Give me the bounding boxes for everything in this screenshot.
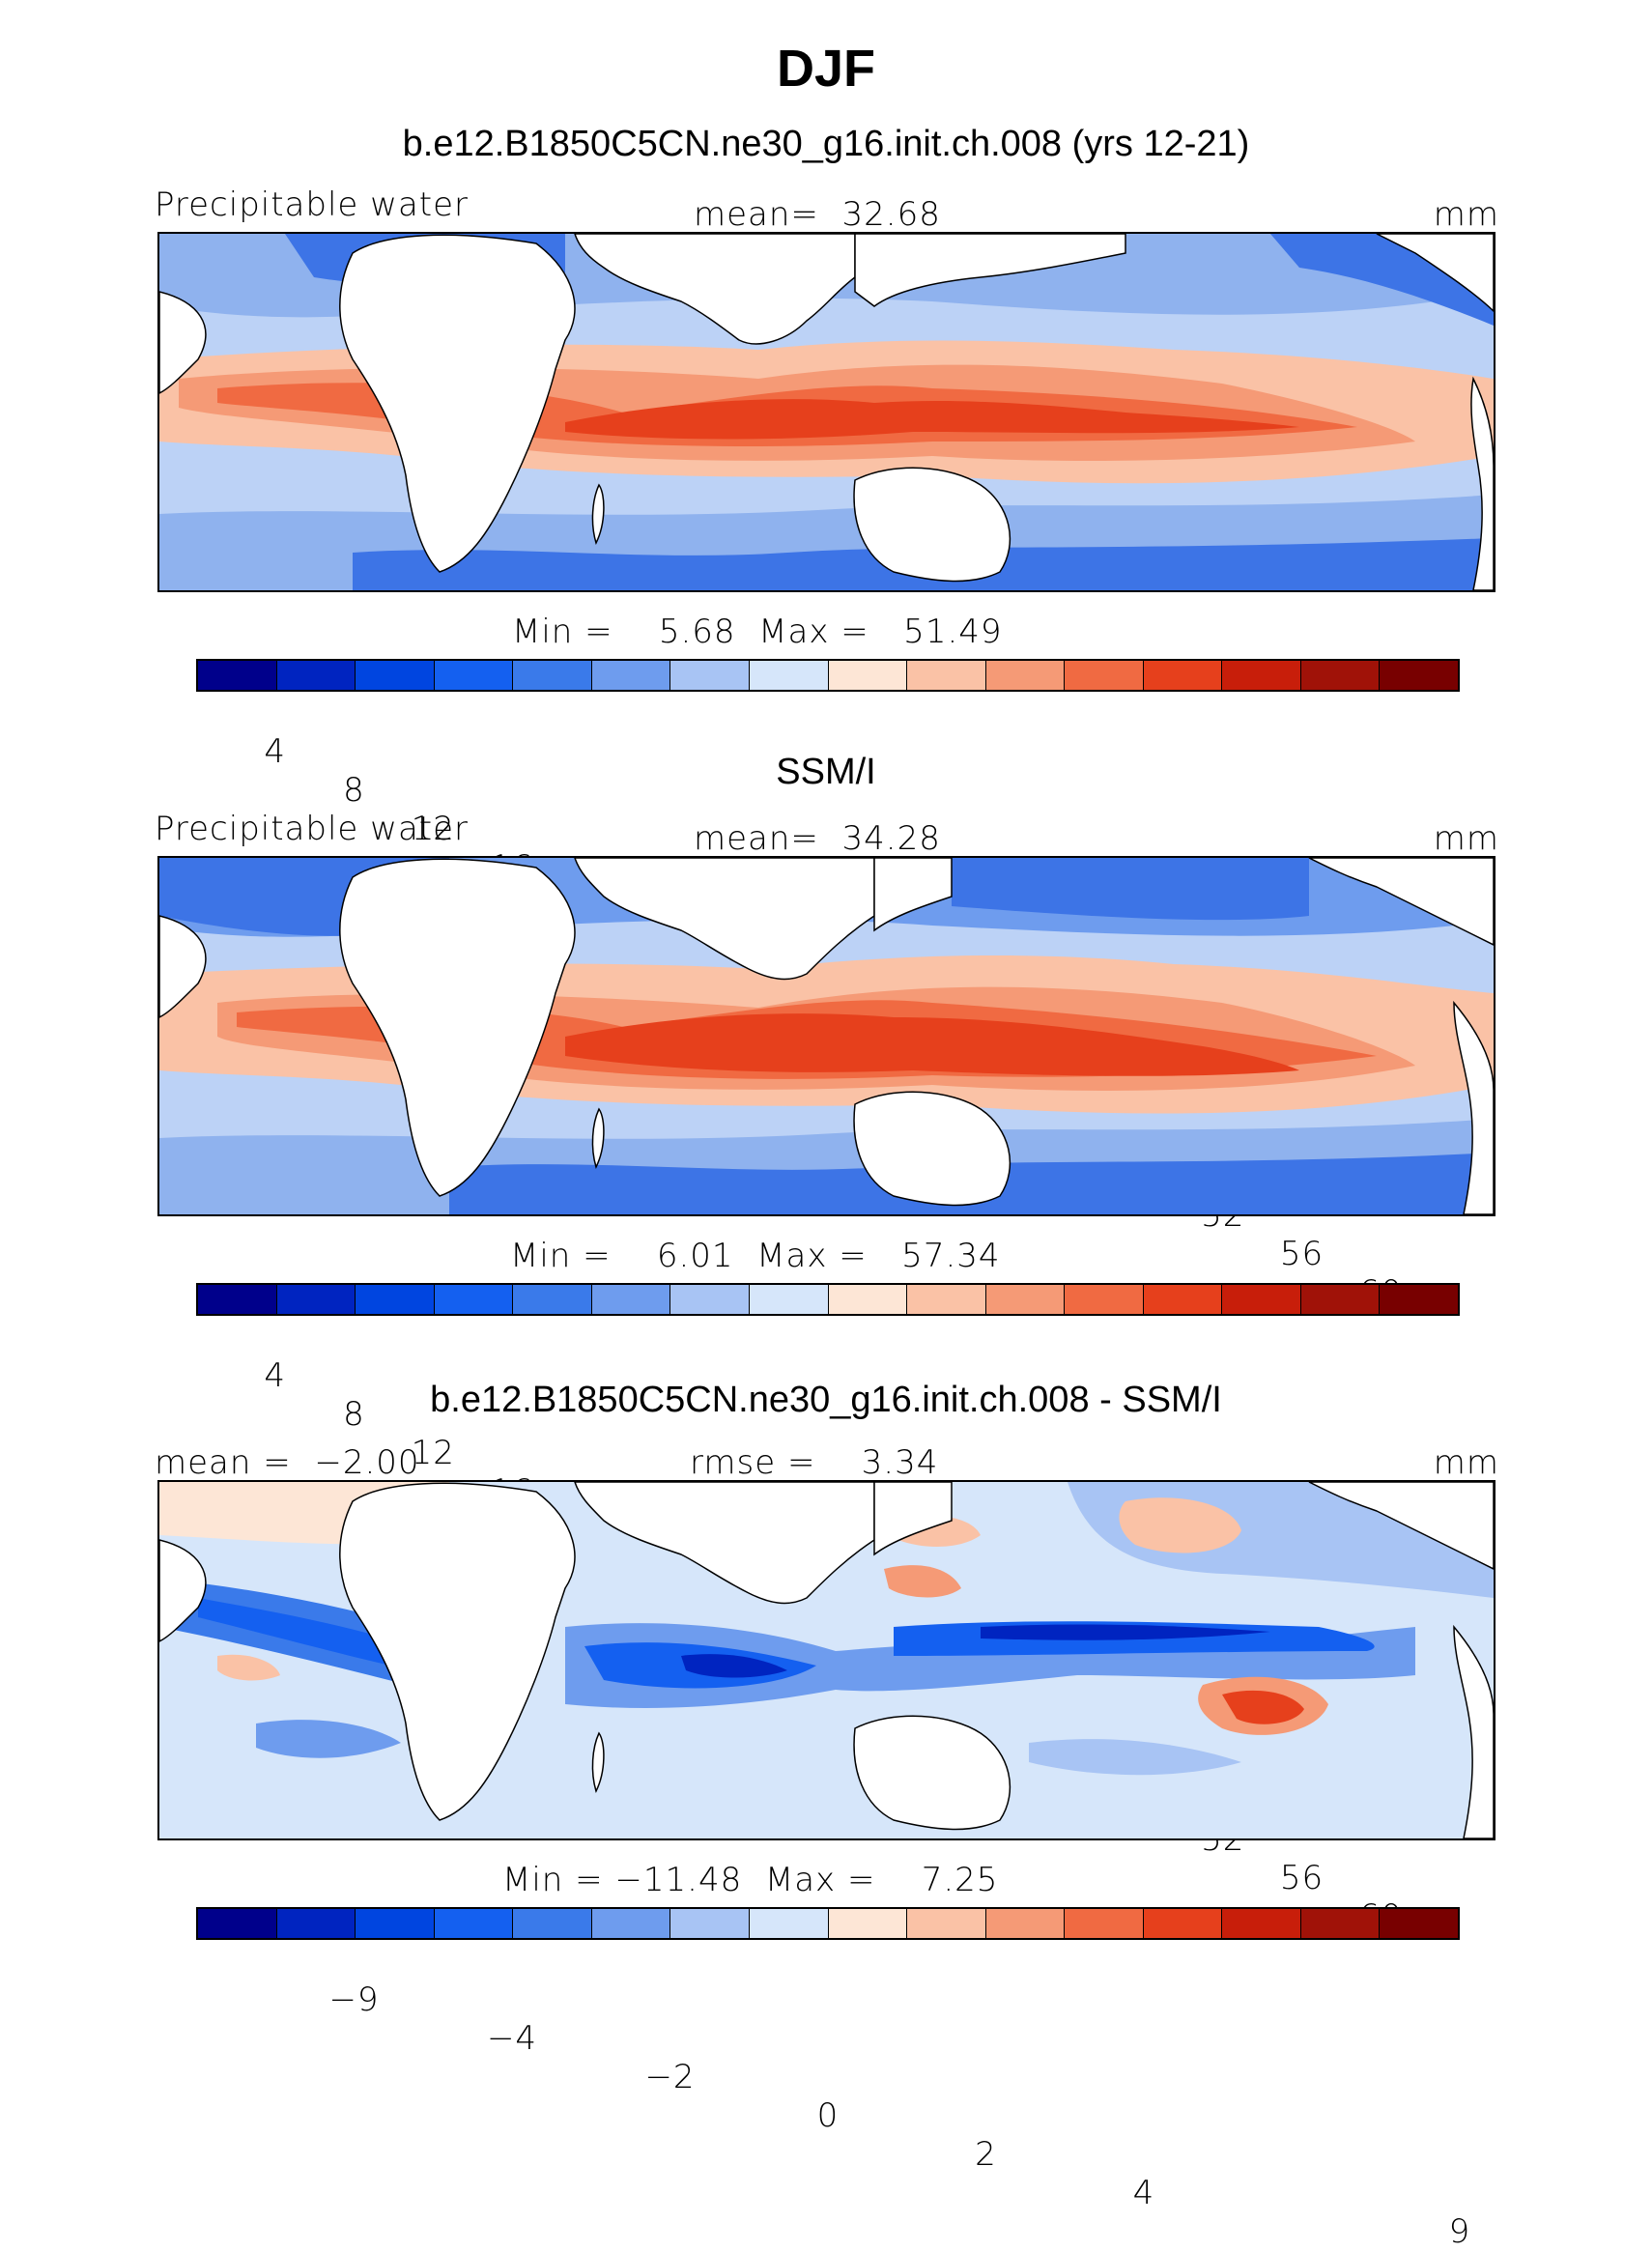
panel-3-title: b.e12.B1850C5CN.ne30_g16.init.ch.008 - S… xyxy=(430,1380,1222,1420)
colorbar-swatch xyxy=(1222,1909,1301,1938)
colorbar-swatch xyxy=(1380,1909,1458,1938)
panel-3-minmax: Min = −11.48 Max = 7.25 xyxy=(502,1861,999,1899)
colorbar-swatch xyxy=(356,661,435,690)
colorbar-swatch xyxy=(1222,661,1301,690)
colorbar-swatch xyxy=(1143,1285,1223,1314)
tick-label: 56 xyxy=(1279,1859,1324,1897)
colorbar-swatch xyxy=(591,1285,671,1314)
colorbar-swatch xyxy=(1300,1285,1381,1314)
panel-1-mean-label: mean= 32.68 xyxy=(694,195,941,234)
colorbar-swatch xyxy=(670,661,750,690)
colorbar-swatch xyxy=(1380,1285,1458,1314)
tick-label: −9 xyxy=(328,1980,380,2019)
panel-2-variable-label: Precipitable water xyxy=(155,810,470,848)
figure-title: DJF xyxy=(776,40,875,98)
panel-3-colorbar-ticks: −9 −4 −2 0 2 4 9 xyxy=(196,1942,1469,2251)
tick-label: 9 xyxy=(1448,2212,1471,2251)
colorbar-swatch xyxy=(828,1909,908,1938)
colorbar-swatch xyxy=(907,1909,986,1938)
colorbar-swatch xyxy=(276,1909,356,1938)
tick-label: 56 xyxy=(1279,1235,1324,1273)
colorbar-swatch xyxy=(907,661,986,690)
colorbar-swatch xyxy=(985,1909,1066,1938)
panel-2-units-label: mm xyxy=(1433,819,1499,858)
colorbar-swatch xyxy=(198,1909,277,1938)
colorbar-swatch xyxy=(276,1285,356,1314)
colorbar-swatch xyxy=(591,1909,671,1938)
colorbar-swatch xyxy=(1143,1909,1223,1938)
colorbar-swatch xyxy=(513,661,592,690)
panel-1-title: b.e12.B1850C5CN.ne30_g16.init.ch.008 (yr… xyxy=(402,124,1250,164)
panel-2-colorbar xyxy=(196,1283,1460,1316)
colorbar-swatch xyxy=(1065,1909,1144,1938)
colorbar-swatch xyxy=(1065,661,1144,690)
panel-2-colorbar-ticks: 4 8 12 16 20 24 28 32 36 40 44 48 52 56 … xyxy=(196,1318,1460,1936)
tick-label: 12 xyxy=(411,810,455,848)
panel-2-map xyxy=(157,856,1495,1216)
colorbar-swatch xyxy=(513,1909,592,1938)
panel-3-units-label: mm xyxy=(1433,1443,1499,1482)
colorbar-swatch xyxy=(1065,1285,1144,1314)
colorbar-swatch xyxy=(356,1909,435,1938)
colorbar-swatch xyxy=(198,661,277,690)
colorbar-swatch xyxy=(1300,1909,1381,1938)
panel-1-units-label: mm xyxy=(1433,195,1499,234)
colorbar-swatch xyxy=(670,1909,750,1938)
colorbar-swatch xyxy=(591,661,671,690)
colorbar-swatch xyxy=(513,1285,592,1314)
colorbar-swatch xyxy=(356,1285,435,1314)
colorbar-swatch xyxy=(749,1909,829,1938)
tick-label: −2 xyxy=(644,2058,696,2096)
panel-3-rmse-label: rmse = 3.34 xyxy=(690,1443,939,1482)
panel-2-minmax: Min = 6.01 Max = 57.34 xyxy=(510,1237,1001,1275)
panel-1-minmax: Min = 5.68 Max = 51.49 xyxy=(512,613,1003,651)
tick-label: 8 xyxy=(343,771,365,810)
colorbar-swatch xyxy=(1300,661,1381,690)
colorbar-swatch xyxy=(434,661,514,690)
colorbar-swatch xyxy=(985,661,1066,690)
tick-label: 8 xyxy=(343,1395,365,1434)
colorbar-swatch xyxy=(198,1285,277,1314)
tick-label: 4 xyxy=(264,732,287,771)
colorbar-swatch xyxy=(670,1285,750,1314)
panel-2-title: SSM/I xyxy=(776,752,876,792)
panel-1-colorbar xyxy=(196,659,1460,692)
colorbar-swatch xyxy=(276,661,356,690)
tick-label: −4 xyxy=(486,2019,538,2058)
tick-label: 0 xyxy=(816,2096,840,2135)
colorbar-swatch xyxy=(985,1285,1066,1314)
colorbar-swatch xyxy=(1380,661,1458,690)
tick-label: 4 xyxy=(264,1356,287,1395)
panel-3-map xyxy=(157,1480,1495,1840)
colorbar-swatch xyxy=(1222,1285,1301,1314)
colorbar-swatch xyxy=(434,1285,514,1314)
colorbar-swatch xyxy=(434,1909,514,1938)
panel-1-variable-label: Precipitable water xyxy=(155,185,470,224)
tick-label: 12 xyxy=(411,1434,455,1472)
colorbar-swatch xyxy=(749,661,829,690)
panel-2-mean-label: mean= 34.28 xyxy=(694,819,941,858)
panel-3-mean-label: mean = −2.00 xyxy=(155,1443,420,1482)
colorbar-swatch xyxy=(749,1285,829,1314)
panel-1-colorbar-ticks: 4 8 12 16 20 24 28 32 36 40 44 48 52 56 … xyxy=(196,694,1460,1312)
panel-3-colorbar xyxy=(196,1907,1460,1940)
tick-label: 4 xyxy=(1132,2174,1155,2212)
colorbar-swatch xyxy=(907,1285,986,1314)
colorbar-swatch xyxy=(828,1285,908,1314)
colorbar-swatch xyxy=(828,661,908,690)
tick-label: 2 xyxy=(975,2135,997,2174)
colorbar-swatch xyxy=(1143,661,1223,690)
panel-1-map xyxy=(157,232,1495,592)
